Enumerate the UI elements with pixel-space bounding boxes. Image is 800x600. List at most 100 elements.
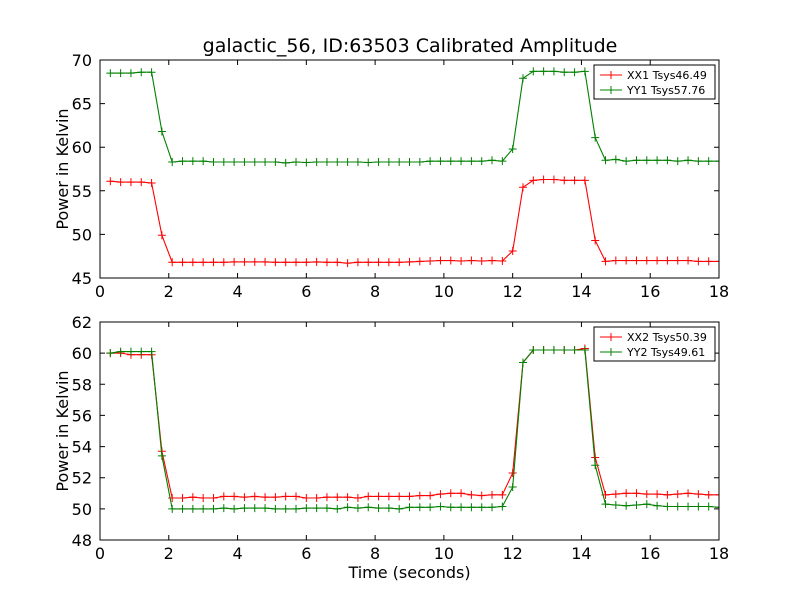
data-point [642, 156, 651, 165]
data-point [601, 257, 610, 266]
y-tick-label: 54 [72, 438, 92, 457]
y-tick-label: 52 [72, 469, 92, 488]
data-point [384, 258, 393, 267]
data-point [405, 503, 414, 512]
y-tick-label: 62 [72, 313, 92, 332]
data-point [302, 504, 311, 513]
data-point [529, 176, 538, 185]
data-point [653, 156, 662, 165]
data-point [178, 157, 187, 166]
data-point [436, 490, 445, 499]
y-tick-label: 50 [72, 500, 92, 519]
data-point [106, 349, 115, 358]
data-point [374, 158, 383, 167]
data-point [219, 492, 228, 501]
data-point [209, 493, 218, 502]
data-point [209, 158, 218, 167]
data-point [240, 493, 249, 502]
legend-marker [607, 333, 615, 341]
data-point [529, 67, 538, 76]
data-point [353, 158, 362, 167]
data-point [426, 157, 435, 166]
data-point [673, 157, 682, 166]
data-point [312, 257, 321, 266]
data-point [673, 490, 682, 499]
data-point [663, 502, 672, 511]
axes-frame [99, 321, 720, 541]
data-point [426, 503, 435, 512]
data-point [488, 490, 497, 499]
x-tick-label: 6 [301, 544, 311, 563]
data-point [343, 259, 352, 268]
data-point [219, 504, 228, 513]
data-point [539, 67, 548, 76]
data-point [322, 158, 331, 167]
data-point [663, 256, 672, 265]
data-point [405, 257, 414, 266]
data-point [209, 504, 218, 513]
data-point [477, 157, 486, 166]
data-point [168, 504, 177, 513]
data-point [188, 504, 197, 513]
data-point [209, 258, 218, 267]
data-point [415, 158, 424, 167]
data-point [457, 256, 466, 265]
x-tick-label: 0 [95, 282, 105, 301]
data-point [333, 504, 342, 513]
data-point [199, 504, 208, 513]
data-point [353, 493, 362, 502]
data-point [715, 490, 719, 499]
data-point [106, 177, 115, 186]
data-point [632, 489, 641, 498]
y-axis-label: Power in Kelvin [53, 108, 72, 229]
data-point [457, 489, 466, 498]
legend-marker [607, 86, 615, 94]
x-tick-label: 16 [640, 282, 660, 301]
data-point [508, 246, 517, 255]
data-point [467, 490, 476, 499]
data-point [498, 502, 507, 511]
data-point [240, 257, 249, 266]
data-point [250, 257, 259, 266]
x-tick-label: 2 [164, 544, 174, 563]
data-point [570, 68, 579, 77]
data-point [106, 69, 115, 78]
data-point [663, 490, 672, 499]
legend-label: XX2 Tsys50.39 [627, 331, 707, 344]
data-point [539, 175, 548, 184]
data-point [395, 504, 404, 513]
data-point [395, 258, 404, 267]
top-panel: 0 2 4 6 8 10 12 14 16 18 45 50 55 60 65 70 Power in Kelv… [53, 51, 729, 301]
data-point [642, 500, 651, 509]
data-point [632, 500, 641, 509]
legend-box [593, 64, 716, 100]
x-tick-label: 14 [571, 544, 591, 563]
data-point [126, 347, 135, 356]
data-point [477, 491, 486, 500]
data-point [147, 178, 156, 187]
data-point [415, 503, 424, 512]
data-point [230, 257, 239, 266]
legend-label: XX1 Tsys46.49 [627, 69, 707, 82]
data-point [343, 158, 352, 167]
y-tick-label: 45 [72, 269, 92, 288]
data-point [704, 157, 713, 166]
data-point [271, 493, 280, 502]
data-point [488, 156, 497, 165]
data-point [426, 491, 435, 500]
data-point [292, 504, 301, 513]
data-point [570, 176, 579, 185]
data-point [322, 258, 331, 267]
data-point [168, 258, 177, 267]
data-point [508, 144, 517, 153]
data-point [591, 236, 600, 245]
x-tick-label: 10 [434, 282, 454, 301]
data-point [673, 256, 682, 265]
data-point [137, 68, 146, 77]
data-point [312, 493, 321, 502]
data-point [498, 256, 507, 265]
data-point [457, 157, 466, 166]
x-tick-label: 0 [95, 544, 105, 563]
data-point [549, 67, 558, 76]
